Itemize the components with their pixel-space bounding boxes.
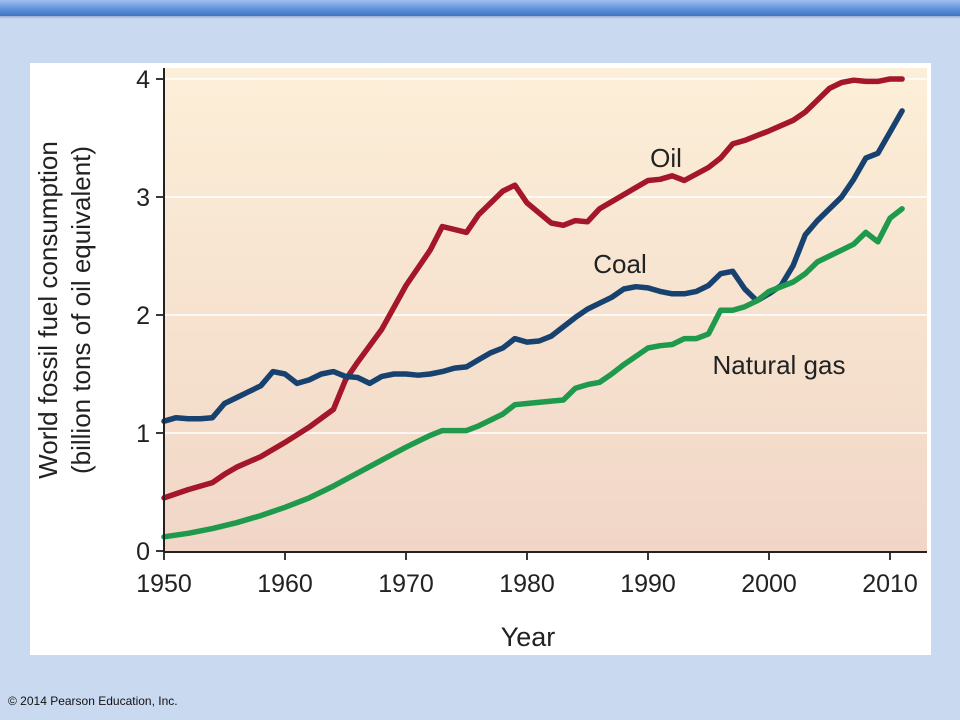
y-tick-label-2: 2 bbox=[136, 302, 150, 330]
series-lines bbox=[161, 76, 905, 540]
plot-area bbox=[164, 68, 927, 552]
y-tick-labels: 0 1 2 3 4 bbox=[136, 66, 150, 566]
y-tick-label-1: 1 bbox=[136, 420, 150, 448]
x-tick-label-1970: 1970 bbox=[378, 570, 434, 598]
y-axis-title-line1: World fossil fuel consumption bbox=[33, 141, 63, 479]
x-tick-label-1980: 1980 bbox=[499, 570, 555, 598]
series-line-natural-gas bbox=[161, 206, 905, 540]
x-tick-labels: 1950 1960 1970 1980 1990 2000 2010 bbox=[136, 570, 918, 598]
x-tick-label-2010: 2010 bbox=[862, 570, 918, 598]
axes bbox=[156, 68, 927, 560]
series-label-coal: Coal bbox=[593, 249, 646, 279]
x-tick-label-1960: 1960 bbox=[257, 570, 313, 598]
figure-panel: 0 1 2 3 4 1950 1960 1970 1980 1990 2000 2010 Oil Co… bbox=[30, 63, 931, 655]
y-tick-label-3: 3 bbox=[136, 184, 150, 212]
x-tick-label-1950: 1950 bbox=[136, 570, 192, 598]
slide-top-bar-shadow bbox=[0, 16, 960, 19]
y-tick-label-4: 4 bbox=[136, 66, 150, 94]
series-label-oil: Oil bbox=[650, 143, 682, 173]
copyright-footer: © 2014 Pearson Education, Inc. bbox=[8, 694, 178, 708]
slide-top-bar bbox=[0, 0, 960, 16]
x-tick-label-1990: 1990 bbox=[620, 570, 676, 598]
x-axis-title: Year bbox=[501, 622, 556, 652]
grid-lines bbox=[164, 78, 927, 434]
x-tick-label-2000: 2000 bbox=[741, 570, 797, 598]
series-label-natural-gas: Natural gas bbox=[713, 350, 846, 380]
series-labels: Oil Coal Natural gas bbox=[593, 143, 845, 380]
series-line-oil bbox=[161, 76, 905, 501]
fossil-fuel-chart: 0 1 2 3 4 1950 1960 1970 1980 1990 2000 2010 Oil Co… bbox=[33, 66, 927, 652]
y-tick-label-0: 0 bbox=[136, 538, 150, 566]
y-axis-title-line2: (billion tons of oil equivalent) bbox=[66, 146, 96, 474]
